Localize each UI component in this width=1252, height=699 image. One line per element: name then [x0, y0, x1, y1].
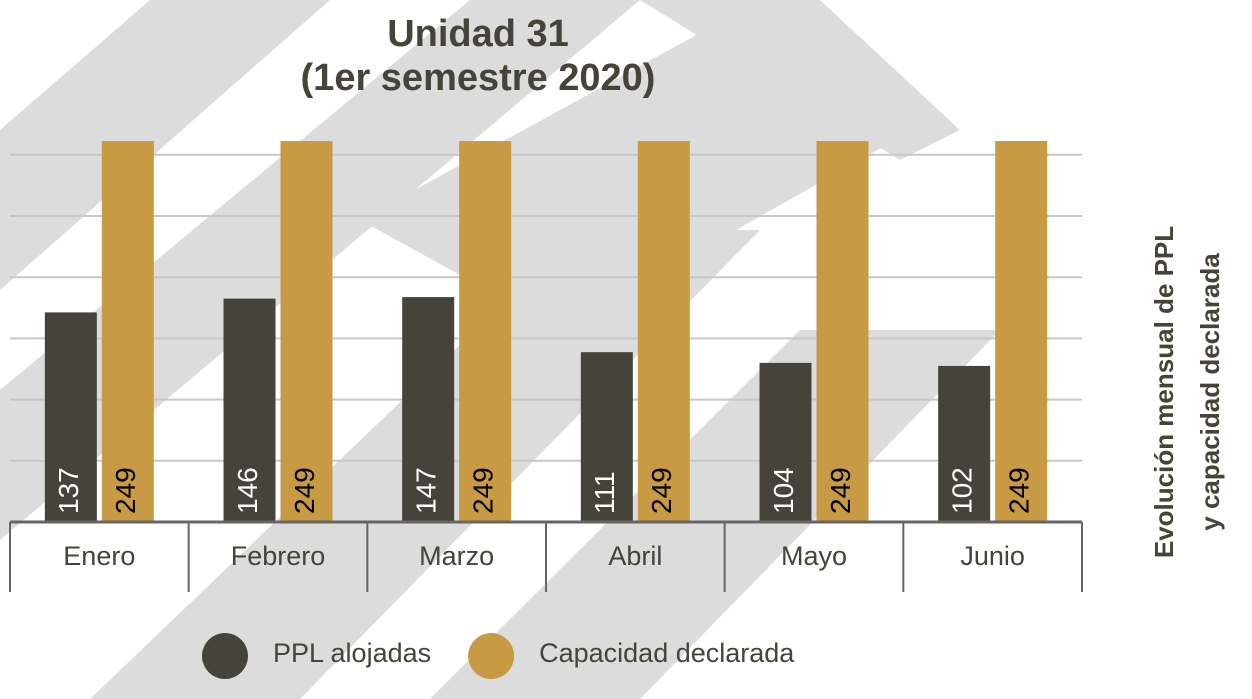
side-title: y capacidad declarada: [1195, 253, 1225, 531]
value-label: 249: [1004, 467, 1035, 514]
bar: [816, 141, 869, 522]
bar: [580, 352, 633, 522]
bar: [759, 362, 812, 522]
value-label: 249: [825, 467, 856, 514]
value-label: 249: [110, 467, 141, 514]
bar: [280, 141, 333, 522]
value-label: 137: [53, 467, 84, 514]
bar: [995, 141, 1048, 522]
side-title: Evolución mensual de PPL: [1149, 226, 1179, 558]
bar: [223, 298, 276, 522]
value-label: 111: [589, 471, 620, 514]
value-label: 249: [468, 467, 499, 514]
value-label: 146: [232, 467, 263, 514]
x-tick-label: Enero: [63, 541, 135, 571]
chart-title: Unidad 31: [387, 13, 569, 55]
value-label: 102: [947, 467, 978, 514]
bar: [44, 312, 97, 522]
value-label: 249: [289, 467, 320, 514]
x-tick-label: Marzo: [419, 541, 494, 571]
bar: [938, 365, 991, 522]
x-tick-label: Abril: [608, 541, 662, 571]
bar: [101, 141, 154, 522]
legend-label: PPL alojadas: [273, 638, 431, 668]
x-tick-label: Febrero: [231, 541, 326, 571]
value-label: 249: [646, 467, 677, 514]
value-label: 147: [411, 467, 442, 514]
chart-title: (1er semestre 2020): [301, 57, 656, 99]
bar: [637, 141, 690, 522]
bar: [402, 297, 455, 522]
legend-swatch: [468, 633, 515, 679]
value-label: 104: [768, 467, 799, 514]
x-tick-label: Junio: [960, 541, 1025, 571]
legend-swatch: [202, 633, 248, 679]
bar: [459, 141, 512, 522]
legend-label: Capacidad declarada: [539, 638, 795, 668]
x-tick-label: Mayo: [781, 541, 847, 571]
